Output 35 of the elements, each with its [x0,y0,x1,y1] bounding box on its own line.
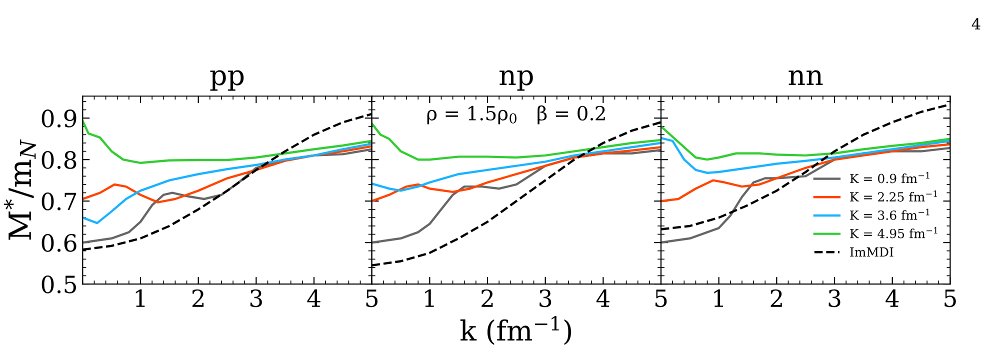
x-tick-label: 4 [886,289,899,307]
x-tick-label: 1 [136,289,145,307]
chart-title: np [500,70,533,91]
y-tick-label: 0.9 [42,110,76,128]
legend-label: K = 0.9 fm$^{−1}$ [850,172,930,184]
text: ρ = 1.5ρ$_{0}$ β = 0.2 [427,105,605,124]
line-series [82,145,372,204]
line-series [82,120,372,164]
x-tick-label: 4 [596,289,610,307]
legend-label: K = 2.25 fm$^{−1}$ [850,190,937,202]
chart-title: nn [788,70,823,86]
x-tick-label: 5 [656,290,667,308]
x-tick-label: 2 [192,289,204,307]
x-tick-label: 5 [944,290,956,308]
x-tick-label: 3 [250,289,262,308]
text: 4 [972,18,980,30]
line-series [82,142,372,224]
x-tick-label: 3 [828,289,840,308]
x-tick-label: 5 [366,290,378,308]
y-tick-label: 0.5 [42,275,76,294]
y-tick-label: 0.8 [42,151,76,169]
y-axis-title: M$^{*}$/m$_{N}$ [4,139,36,240]
x-tick-label: 2 [770,289,782,307]
y-tick-label: 0.6 [42,234,76,252]
x-axis-title: k (fm$^{−1}$) [460,316,572,345]
x-tick-label: 4 [307,289,320,307]
x-tick-label: 1 [425,289,434,307]
legend-label: K = 4.95 fm$^{−1}$ [850,227,938,238]
legend-label: ImMDI [850,247,894,257]
legend-label: K = 3.6 fm$^{−1}$ [850,208,930,220]
x-tick-label: 1 [714,289,724,307]
y-tick-label: 0.7 [42,192,76,210]
x-tick-label: 3 [540,289,552,308]
chart-title: pp [210,70,244,91]
x-tick-label: 2 [482,289,493,307]
